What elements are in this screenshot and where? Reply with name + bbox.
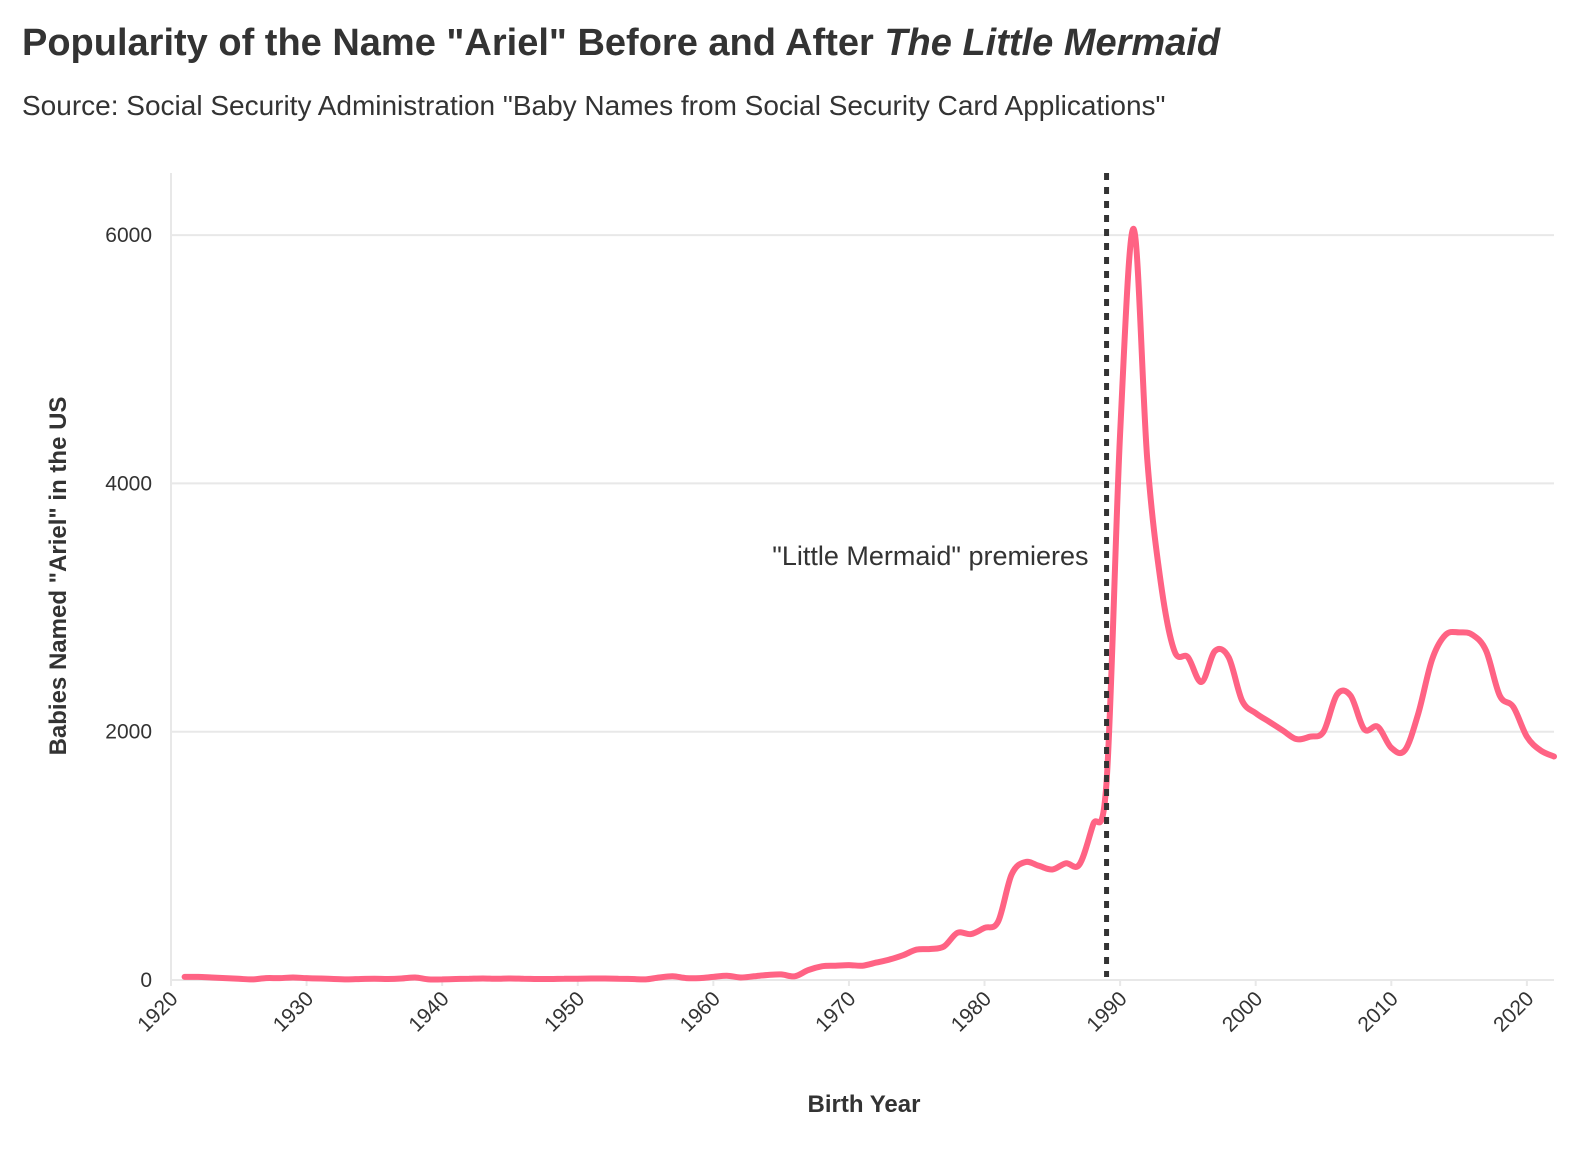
x-tick-label: 1960 <box>676 987 725 1036</box>
x-tick-label: 1930 <box>269 987 318 1036</box>
x-tick-label: 1990 <box>1082 987 1131 1036</box>
y-tick-labels: 0 2000 4000 6000 <box>105 224 152 992</box>
chart-title: Popularity of the Name "Ariel" Before an… <box>22 22 1221 64</box>
series-line <box>181 225 1557 983</box>
y-tick-label: 2000 <box>105 721 152 744</box>
x-tick-label: 1940 <box>404 987 453 1036</box>
x-axis-title: Birth Year <box>808 1091 921 1118</box>
x-tick-label: 2010 <box>1354 987 1403 1036</box>
x-tick-labels: 1920 1930 1940 1950 1960 1970 1980 1990 2000 2010… <box>133 980 1538 1037</box>
y-tick-label: 4000 <box>105 472 152 495</box>
x-tick-label: 1980 <box>947 987 996 1036</box>
x-tick-label: 1950 <box>540 987 589 1036</box>
premiere-annotation: "Little Mermaid" premieres <box>772 541 1088 571</box>
y-axis-title: Babies Named "Ariel" in the US <box>45 397 72 756</box>
x-tick-label: 1920 <box>133 987 182 1036</box>
y-tick-label: 0 <box>140 969 152 992</box>
x-tick-label: 2000 <box>1218 987 1267 1036</box>
y-tick-label: 6000 <box>105 224 152 247</box>
x-tick-label: 2020 <box>1489 987 1538 1036</box>
x-tick-label: 1970 <box>811 987 860 1036</box>
chart-subtitle: Source: Social Security Administration "… <box>22 90 1166 121</box>
grid-lines <box>171 234 1554 981</box>
